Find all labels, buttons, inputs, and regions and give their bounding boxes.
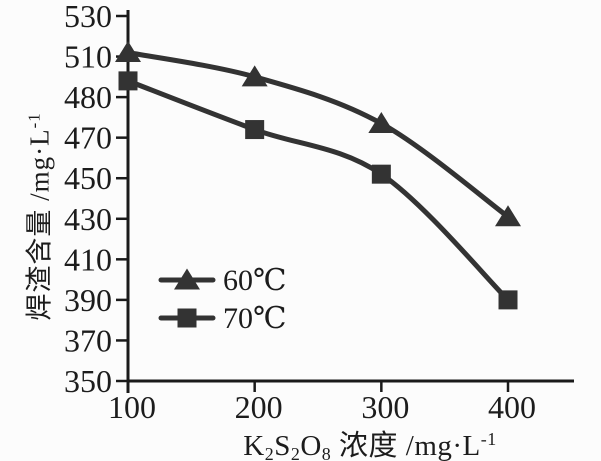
x-tick-label: 400 (488, 389, 536, 425)
series-0 (115, 41, 522, 227)
y-tick-label: 350 (64, 363, 112, 399)
y-tick-label: 410 (64, 241, 112, 277)
square-marker (118, 71, 138, 91)
x-tick-group: 100 200 300 400 (108, 381, 536, 425)
y-axis-title: 焊渣含量 /mg·L-1 (8, 70, 66, 362)
legend-item: 60℃ (158, 264, 287, 297)
triangle-marker (174, 268, 200, 290)
x-axis-title: K2S2O8 浓度 /mg·L-1 (243, 429, 497, 461)
square-marker (371, 164, 391, 184)
legend-item: 70℃ (158, 302, 287, 335)
x-tick-label: 200 (235, 389, 283, 425)
legend-group: 60℃70℃ (158, 264, 287, 335)
series-line (125, 50, 511, 220)
legend-label: 70℃ (223, 302, 287, 335)
x-tick-label: 100 (108, 389, 156, 425)
triangle-marker (115, 41, 141, 62)
series-line (125, 78, 511, 303)
y-tick-label: 510 (64, 39, 112, 75)
x-tick-label: 300 (361, 389, 409, 425)
triangle-marker (368, 111, 395, 133)
legend-label: 60℃ (223, 264, 287, 297)
square-marker (177, 308, 197, 328)
y-tick-label: 430 (64, 201, 112, 237)
y-tick-label: 470 (64, 120, 112, 156)
y-tick-label: 390 (64, 282, 112, 318)
square-marker (245, 120, 265, 140)
series-1 (118, 71, 518, 310)
triangle-marker (495, 205, 522, 227)
axes-group (126, 10, 574, 393)
y-axis-title-text: 焊渣含量 /mg·L-1 (24, 111, 55, 321)
triangle-marker (241, 65, 268, 87)
y-tick-group: 530 510 480 470 450 430 410 390 370 350 (64, 0, 128, 399)
series-group (115, 41, 522, 310)
y-tick-label: 530 (64, 0, 112, 34)
y-tick-label: 370 (64, 322, 112, 358)
square-marker (498, 290, 518, 310)
y-tick-label: 450 (64, 160, 112, 196)
y-tick-label: 480 (64, 79, 112, 115)
